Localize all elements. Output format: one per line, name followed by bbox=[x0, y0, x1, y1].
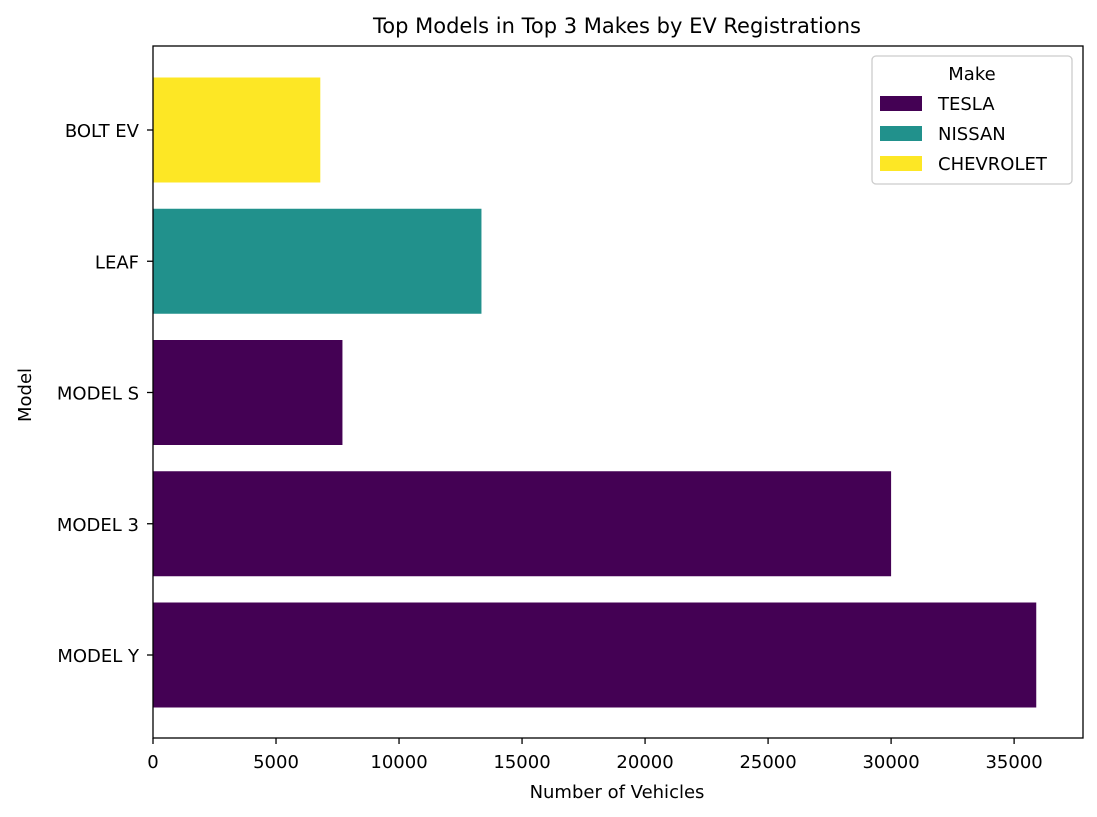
legend-title: Make bbox=[948, 64, 995, 85]
chart-title: Top Models in Top 3 Makes by EV Registra… bbox=[372, 14, 861, 38]
y-tick-label: LEAF bbox=[95, 252, 139, 273]
y-tick-label: MODEL 3 bbox=[57, 515, 139, 536]
x-axis-ticks: 0 5000 10000 15000 20000 25000 30000 35000 bbox=[147, 738, 1043, 773]
bar-bolt-ev bbox=[153, 77, 321, 183]
y-tick-label: BOLT EV bbox=[65, 121, 140, 142]
bar-model-s bbox=[153, 340, 343, 445]
legend-swatch-tesla bbox=[880, 96, 922, 111]
x-tick-label: 35000 bbox=[985, 752, 1042, 773]
x-tick-label: 10000 bbox=[370, 752, 427, 773]
y-axis-ticks: MODEL Y MODEL 3 MODEL S LEAF BOLT EV bbox=[57, 121, 153, 667]
x-tick-label: 15000 bbox=[493, 752, 550, 773]
x-axis-label: Number of Vehicles bbox=[530, 782, 705, 803]
bars-group bbox=[153, 77, 1037, 708]
y-tick-label: MODEL S bbox=[57, 384, 139, 405]
x-tick-label: 20000 bbox=[616, 752, 673, 773]
bar-model-y bbox=[153, 602, 1037, 708]
bar-leaf bbox=[153, 208, 482, 314]
x-tick-label: 5000 bbox=[253, 752, 299, 773]
x-tick-label: 30000 bbox=[862, 752, 919, 773]
legend: Make TESLA NISSAN CHEVROLET bbox=[871, 55, 1073, 185]
x-tick-label: 25000 bbox=[739, 752, 796, 773]
bar-model-3 bbox=[153, 471, 892, 577]
legend-frame bbox=[871, 55, 1073, 185]
legend-swatch-nissan bbox=[880, 126, 922, 141]
y-tick-label: MODEL Y bbox=[57, 646, 140, 667]
legend-label-nissan: NISSAN bbox=[938, 124, 1006, 145]
legend-label-tesla: TESLA bbox=[937, 94, 995, 115]
y-axis-label: Model bbox=[15, 368, 36, 422]
legend-label-chevrolet: CHEVROLET bbox=[938, 154, 1048, 175]
legend-swatch-chevrolet bbox=[880, 156, 922, 171]
x-tick-label: 0 bbox=[147, 752, 158, 773]
